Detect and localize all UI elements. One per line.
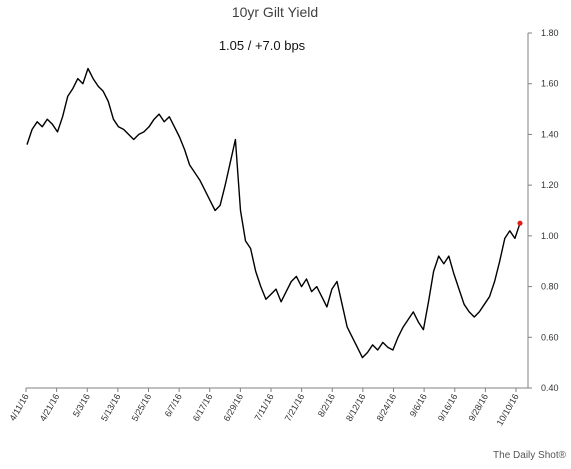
y-tick-label: 1.20 bbox=[541, 180, 559, 190]
x-tick-label: 9/28/16 bbox=[466, 392, 490, 423]
chart-annotation: 1.05 / +7.0 bps bbox=[219, 38, 306, 53]
x-tick-label: 8/12/16 bbox=[344, 392, 368, 423]
plot-area bbox=[26, 67, 523, 359]
x-tick-label: 4/21/16 bbox=[38, 392, 62, 423]
y-tick-label: 0.60 bbox=[541, 332, 559, 342]
x-tick-label: 5/13/16 bbox=[99, 392, 123, 423]
x-tick-label: 5/25/16 bbox=[130, 392, 154, 423]
last-point-marker bbox=[517, 220, 523, 226]
x-tick-label: 4/11/16 bbox=[7, 392, 30, 422]
chart-title: 10yr Gilt Yield bbox=[232, 4, 318, 20]
x-tick-label: 9/16/16 bbox=[436, 392, 460, 423]
x-tick-label: 7/11/16 bbox=[252, 392, 275, 422]
yield-series-line bbox=[26, 67, 521, 359]
x-tick-label: 10/10/16 bbox=[495, 392, 521, 427]
x-tick-label: 8/24/16 bbox=[375, 392, 399, 423]
y-tick-label: 1.00 bbox=[541, 231, 559, 241]
x-tick-label: 9/6/16 bbox=[408, 392, 429, 419]
y-tick-label: 1.40 bbox=[541, 129, 559, 139]
y-tick-label: 0.40 bbox=[541, 383, 559, 393]
x-tick-label: 6/29/16 bbox=[221, 392, 245, 423]
x-tick-label: 7/21/16 bbox=[283, 392, 307, 423]
y-tick-label: 1.80 bbox=[541, 28, 559, 38]
x-axis: 4/11/16 4/21/16 5/3/16 5/13/16 5/25/16 6/7/16… bbox=[7, 387, 528, 427]
y-axis: 0.40 0.60 0.80 1.00 1.20 1.40 1.60 1.80 bbox=[527, 28, 559, 393]
x-tick-label: 8/2/16 bbox=[316, 392, 337, 419]
source-label: The Daily Shot® bbox=[493, 450, 567, 461]
y-tick-label: 0.80 bbox=[541, 282, 559, 292]
x-tick-label: 6/17/16 bbox=[191, 392, 215, 423]
x-tick-label: 6/7/16 bbox=[163, 392, 184, 419]
y-tick-label: 1.60 bbox=[541, 79, 559, 89]
x-tick-label: 5/3/16 bbox=[71, 392, 92, 419]
